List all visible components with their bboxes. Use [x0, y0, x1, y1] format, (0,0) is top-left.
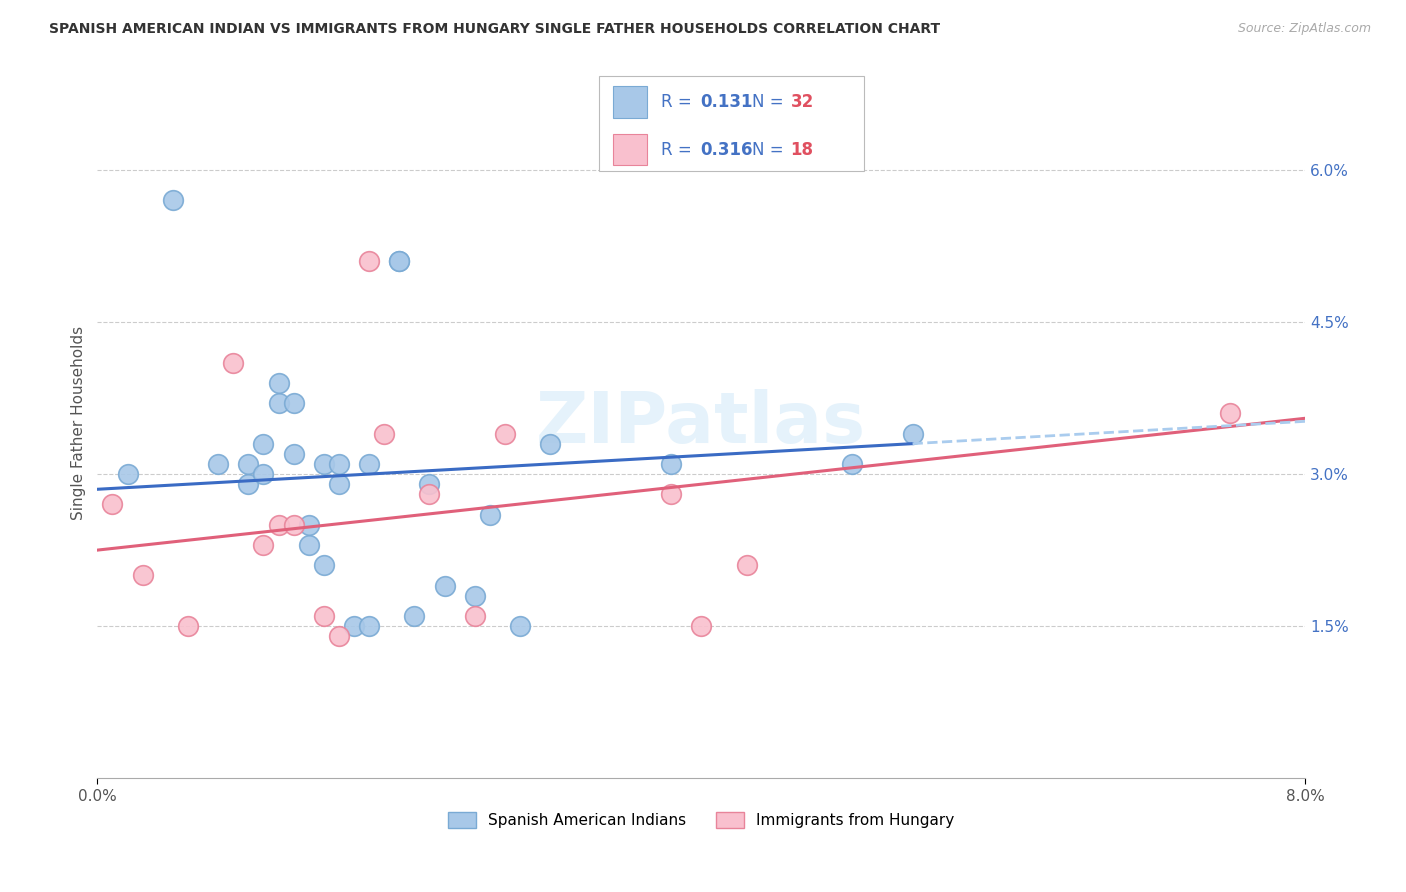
- Point: [283, 447, 305, 461]
- Text: SPANISH AMERICAN INDIAN VS IMMIGRANTS FROM HUNGARY SINGLE FATHER HOUSEHOLDS CORR: SPANISH AMERICAN INDIAN VS IMMIGRANTS FR…: [49, 22, 941, 37]
- Text: N =: N =: [752, 141, 789, 159]
- Point: [690, 619, 713, 633]
- Point: [359, 457, 381, 471]
- Point: [222, 355, 245, 369]
- Text: 18: 18: [790, 141, 814, 159]
- Point: [404, 609, 426, 624]
- Text: ZIPatlas: ZIPatlas: [536, 389, 866, 458]
- Text: R =: R =: [661, 141, 697, 159]
- Point: [177, 619, 200, 633]
- Text: 0.316: 0.316: [700, 141, 752, 159]
- Point: [252, 538, 274, 552]
- Point: [359, 619, 381, 633]
- Point: [207, 457, 229, 471]
- Point: [101, 498, 124, 512]
- Point: [464, 609, 486, 624]
- Point: [418, 477, 440, 491]
- Point: [464, 589, 486, 603]
- Point: [238, 477, 260, 491]
- Y-axis label: Single Father Households: Single Father Households: [72, 326, 86, 520]
- Point: [328, 477, 350, 491]
- Point: [418, 487, 440, 501]
- Point: [267, 517, 290, 532]
- Point: [478, 508, 501, 522]
- Point: [328, 629, 350, 643]
- FancyBboxPatch shape: [613, 135, 647, 166]
- Point: [312, 457, 335, 471]
- Point: [298, 538, 321, 552]
- Point: [343, 619, 366, 633]
- Point: [1219, 406, 1241, 420]
- Point: [117, 467, 139, 481]
- Text: 32: 32: [790, 93, 814, 111]
- Point: [283, 396, 305, 410]
- Point: [267, 396, 290, 410]
- Legend: Spanish American Indians, Immigrants from Hungary: Spanish American Indians, Immigrants fro…: [441, 806, 960, 834]
- Point: [735, 558, 758, 573]
- Point: [494, 426, 516, 441]
- Point: [238, 457, 260, 471]
- Point: [388, 254, 411, 268]
- Point: [509, 619, 531, 633]
- Point: [373, 426, 395, 441]
- Point: [659, 487, 682, 501]
- Point: [841, 457, 863, 471]
- Point: [388, 254, 411, 268]
- Point: [312, 558, 335, 573]
- Point: [359, 254, 381, 268]
- Text: 0.131: 0.131: [700, 93, 752, 111]
- Point: [162, 194, 184, 208]
- Point: [267, 376, 290, 390]
- Point: [433, 578, 456, 592]
- Point: [538, 436, 561, 450]
- Point: [131, 568, 153, 582]
- Point: [328, 457, 350, 471]
- Point: [312, 609, 335, 624]
- Point: [298, 517, 321, 532]
- Point: [252, 467, 274, 481]
- FancyBboxPatch shape: [599, 76, 865, 171]
- Text: R =: R =: [661, 93, 697, 111]
- Text: Source: ZipAtlas.com: Source: ZipAtlas.com: [1237, 22, 1371, 36]
- FancyBboxPatch shape: [613, 87, 647, 118]
- Point: [901, 426, 924, 441]
- Point: [283, 517, 305, 532]
- Text: N =: N =: [752, 93, 789, 111]
- Point: [659, 457, 682, 471]
- Point: [252, 436, 274, 450]
